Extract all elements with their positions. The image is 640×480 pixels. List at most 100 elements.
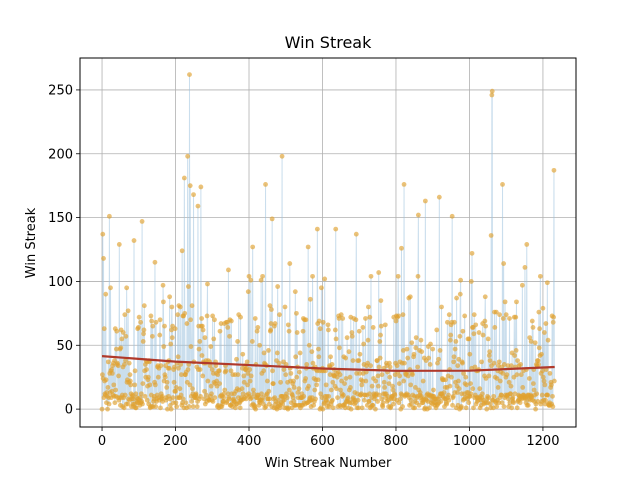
data-point (379, 372, 385, 378)
data-point (338, 387, 343, 393)
data-point (100, 231, 106, 237)
data-point (121, 405, 127, 411)
data-point (355, 397, 361, 403)
data-point (548, 382, 554, 388)
data-point (494, 376, 500, 381)
data-point (526, 376, 532, 381)
chart-title: Win Streak (285, 33, 372, 52)
data-point (175, 312, 181, 318)
data-point (343, 355, 349, 361)
data-point (144, 367, 149, 372)
data-point (169, 327, 174, 333)
data-point (443, 377, 448, 383)
data-point (141, 303, 147, 309)
data-point (113, 346, 119, 352)
data-point (434, 327, 440, 333)
data-point (489, 88, 495, 94)
data-point (260, 395, 266, 401)
data-point (207, 363, 213, 369)
data-point (187, 183, 193, 189)
data-point (286, 405, 292, 411)
data-point (199, 323, 205, 329)
data-point (380, 404, 386, 409)
x-tick-label: 800 (384, 434, 409, 449)
data-point (545, 392, 551, 398)
data-point (397, 373, 403, 379)
data-point (300, 328, 306, 334)
data-point (247, 378, 253, 384)
data-point (454, 390, 460, 395)
data-point (198, 393, 203, 399)
data-point (360, 325, 366, 330)
data-point (412, 405, 418, 411)
data-point (517, 400, 523, 406)
data-point (147, 382, 153, 388)
data-point (377, 339, 383, 344)
data-point (255, 325, 261, 330)
x-tick-label: 0 (98, 434, 106, 449)
data-point (341, 392, 346, 398)
data-point (491, 393, 497, 399)
data-point (535, 358, 541, 364)
data-point (543, 321, 549, 326)
data-point (350, 358, 356, 364)
data-point (416, 402, 422, 408)
data-point (387, 374, 393, 380)
data-point (179, 248, 185, 254)
data-point (137, 395, 143, 401)
data-point (426, 355, 432, 361)
data-point (479, 359, 484, 365)
data-point (369, 383, 375, 389)
y-tick-label: 150 (48, 211, 73, 226)
data-point (187, 382, 193, 388)
data-point (120, 330, 126, 335)
data-point (409, 340, 415, 346)
data-point (210, 313, 216, 319)
data-point (497, 312, 502, 318)
data-point (243, 396, 249, 402)
data-point (159, 393, 165, 399)
data-point (449, 213, 455, 219)
trend-line (101, 355, 555, 372)
data-point (245, 382, 250, 388)
data-point (140, 401, 145, 407)
data-point (329, 362, 335, 367)
data-point (456, 386, 462, 392)
data-point (210, 399, 216, 404)
data-point (376, 364, 382, 370)
data-point (543, 397, 548, 403)
data-point (359, 405, 365, 411)
data-point (211, 336, 217, 342)
data-point (504, 372, 510, 378)
data-point (226, 396, 232, 402)
data-point (460, 360, 465, 366)
data-point (396, 381, 402, 386)
data-point (399, 245, 404, 251)
data-point (294, 330, 300, 335)
data-point (317, 326, 323, 332)
data-point (320, 406, 326, 412)
data-point (500, 370, 506, 376)
data-point (275, 284, 281, 289)
data-point (502, 299, 508, 305)
data-point (116, 373, 121, 379)
data-point (342, 405, 348, 411)
data-point (435, 360, 440, 366)
data-point (158, 363, 164, 369)
data-point (347, 374, 353, 380)
data-point (125, 401, 131, 407)
data-point (171, 379, 177, 385)
data-point (307, 296, 313, 302)
data-point (482, 318, 488, 324)
data-point (235, 339, 241, 344)
data-point (525, 402, 531, 408)
data-point (451, 359, 457, 365)
data-point (336, 345, 342, 351)
data-point (330, 379, 336, 385)
data-point (444, 401, 450, 407)
data-point (170, 395, 176, 401)
data-point (313, 396, 318, 402)
data-point (368, 363, 374, 369)
data-point (408, 397, 414, 403)
